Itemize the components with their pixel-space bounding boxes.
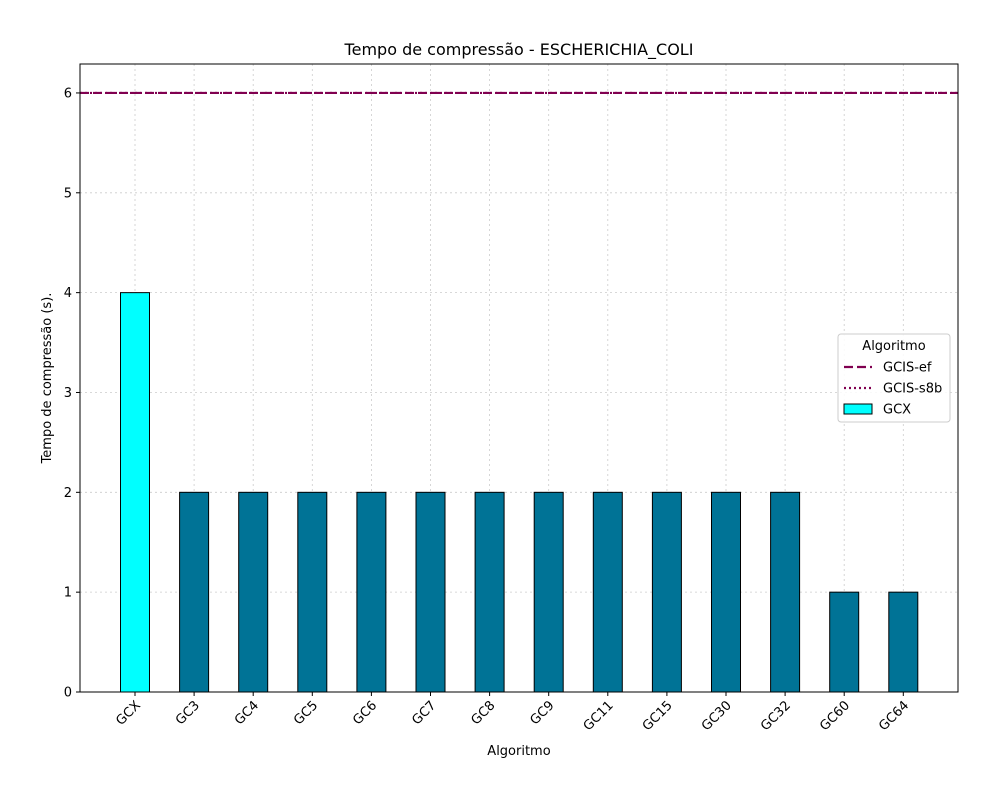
legend-swatch-gcx	[843, 403, 873, 415]
x-tick-label: GC5	[291, 698, 321, 728]
bar-gc60	[829, 591, 860, 693]
grid	[80, 64, 958, 693]
x-tick-label: GC60	[817, 698, 853, 734]
x-tick-label: GC64	[876, 698, 912, 734]
bar-gc11	[592, 491, 623, 693]
bar-gc30	[711, 491, 741, 693]
x-tick-label: GC32	[758, 698, 794, 734]
legend-label-gcis-s8b: GCIS-s8b	[883, 382, 942, 397]
x-tick-label: GC15	[640, 698, 676, 734]
x-tick-label: GC7	[409, 698, 439, 728]
bar-gcx	[120, 292, 150, 693]
legend-label-gcis-ef: GCIS-ef	[883, 361, 932, 376]
y-tick-label: 5	[64, 186, 72, 201]
legend: Algoritmo GCIS-ef GCIS-s8b GCX	[837, 333, 951, 423]
legend-title: Algoritmo	[862, 339, 925, 354]
x-tick-label: GC11	[581, 698, 617, 734]
y-tick-label: 0	[64, 686, 72, 701]
y-tick-label: 4	[64, 286, 72, 301]
x-tick-label: GC9	[528, 698, 558, 728]
bar-gc32	[770, 491, 801, 693]
bar-gc5	[297, 491, 328, 693]
bar-gc8	[474, 491, 505, 693]
legend-label-gcx: GCX	[883, 403, 911, 418]
x-axis-label: Algoritmo	[487, 744, 550, 759]
x-tick-label: GC30	[699, 698, 735, 734]
legend-box	[837, 333, 951, 423]
x-tick-label: GC8	[468, 698, 498, 728]
bar-gc9	[533, 491, 564, 693]
x-tick-label: GC4	[232, 698, 262, 728]
x-tick-label: GCX	[113, 698, 144, 729]
bar-gc7	[415, 491, 446, 693]
y-axis: 0 1 2 3 4 5 6	[64, 86, 80, 701]
x-axis: GCX GC3 GC4 GC5 GC6 GC7 GC8 GC9 GC11 GC15 GC30 GC32…	[113, 692, 912, 734]
bar-gc15	[651, 491, 682, 693]
x-tick-label: GC6	[350, 698, 380, 728]
bar-gc4	[238, 491, 269, 693]
chart-title: Tempo de compressão - ESCHERICHIA_COLI	[344, 40, 694, 60]
y-tick-label: 2	[64, 486, 72, 501]
y-tick-label: 3	[64, 386, 72, 401]
plot-area-frame	[79, 63, 959, 693]
y-tick-label: 6	[64, 86, 72, 101]
bar-gc6	[356, 491, 387, 693]
bar-gc64	[888, 591, 919, 693]
bars	[120, 292, 919, 693]
y-tick-label: 1	[64, 586, 72, 601]
x-tick-label: GC3	[173, 698, 203, 728]
bar-gc3	[179, 491, 210, 693]
y-axis-label: Tempo de compressão (s).	[40, 293, 55, 465]
